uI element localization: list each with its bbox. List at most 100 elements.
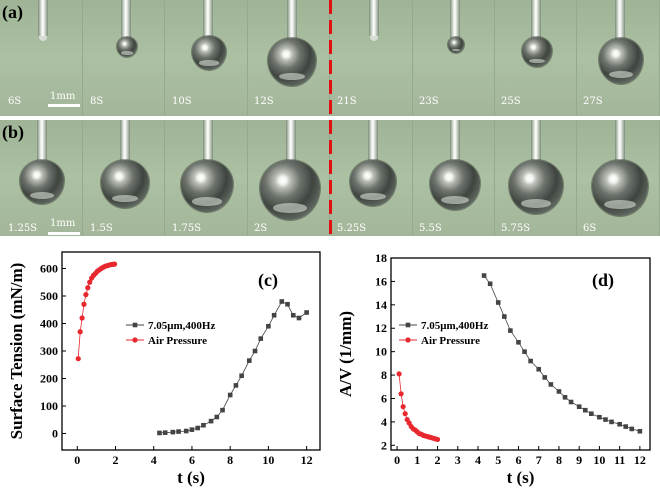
time-label: 27S bbox=[583, 96, 603, 107]
x-tick-label: 3 bbox=[455, 453, 461, 467]
x-tick-label: 5 bbox=[495, 453, 501, 467]
x-tick-label: 6 bbox=[189, 453, 195, 467]
needle bbox=[615, 120, 625, 162]
data-point bbox=[487, 281, 493, 287]
y-axis-label: Surface Tension (mN/m) bbox=[7, 263, 26, 440]
data-point bbox=[176, 429, 181, 434]
x-tick-label: 6 bbox=[515, 453, 521, 467]
needle bbox=[38, 0, 48, 36]
red-dashed-divider bbox=[329, 0, 332, 236]
needle-tip bbox=[370, 36, 378, 41]
data-point bbox=[603, 417, 608, 422]
time-label: 1.75S bbox=[172, 223, 202, 234]
data-point bbox=[400, 404, 406, 410]
data-point bbox=[556, 389, 562, 394]
data-point bbox=[597, 414, 602, 420]
x-tick-label: 10 bbox=[593, 453, 605, 467]
x-axis-label: t (s) bbox=[177, 468, 205, 487]
time-label: 25S bbox=[501, 96, 521, 107]
panel-label: (d) bbox=[592, 270, 614, 291]
data-point bbox=[83, 292, 89, 298]
time-label: 6S bbox=[583, 223, 597, 234]
data-point bbox=[528, 358, 533, 364]
y-tick-label: 18 bbox=[375, 251, 387, 265]
data-point bbox=[508, 328, 513, 333]
x-axis-label: t (s) bbox=[507, 468, 535, 487]
droplet bbox=[268, 38, 316, 86]
y-tick-label: 6 bbox=[381, 391, 387, 405]
data-point bbox=[396, 371, 402, 377]
frame-b-7 bbox=[495, 120, 577, 236]
data-point bbox=[195, 425, 200, 431]
x-tick-label: 12 bbox=[634, 453, 646, 467]
data-point bbox=[296, 315, 302, 321]
frame-a-7 bbox=[495, 0, 577, 116]
data-point bbox=[637, 428, 643, 434]
needle bbox=[369, 0, 379, 36]
data-point bbox=[434, 436, 441, 443]
legend-label: Air Pressure bbox=[148, 335, 207, 347]
needle bbox=[615, 0, 625, 40]
needle bbox=[37, 120, 47, 162]
data-point bbox=[516, 339, 521, 345]
data-point bbox=[239, 373, 244, 379]
data-point bbox=[75, 356, 81, 362]
x-tick-label: 4 bbox=[475, 453, 481, 467]
droplet bbox=[522, 37, 552, 67]
droplet bbox=[509, 160, 563, 214]
scale-bar bbox=[48, 104, 80, 107]
data-point bbox=[542, 375, 548, 380]
data-point bbox=[266, 323, 271, 329]
frame-a-8 bbox=[577, 0, 660, 116]
legend-marker bbox=[405, 322, 411, 328]
time-label: 8S bbox=[90, 96, 104, 107]
y-tick-label: 12 bbox=[375, 321, 387, 335]
x-tick-label: 2 bbox=[113, 453, 119, 467]
time-label: 5.25S bbox=[337, 223, 367, 234]
data-point bbox=[536, 366, 542, 372]
needle bbox=[450, 120, 460, 162]
frame-b-1 bbox=[0, 120, 83, 236]
x-tick-label: 8 bbox=[227, 453, 233, 467]
y-tick-label: 14 bbox=[375, 298, 387, 312]
droplet bbox=[192, 36, 226, 70]
y-tick-label: 8 bbox=[381, 368, 387, 382]
needle bbox=[286, 120, 296, 162]
droplet bbox=[181, 160, 233, 212]
droplet bbox=[599, 38, 643, 84]
time-label: 10S bbox=[172, 96, 192, 107]
needle bbox=[203, 120, 213, 162]
x-tick-label: 2 bbox=[435, 453, 441, 467]
data-point bbox=[623, 424, 629, 429]
scale-bar bbox=[48, 232, 80, 235]
needle bbox=[287, 0, 297, 40]
data-point bbox=[290, 312, 296, 318]
time-label: 6S bbox=[8, 96, 22, 107]
data-point bbox=[589, 411, 594, 417]
droplet bbox=[350, 160, 396, 206]
data-point bbox=[285, 301, 290, 307]
data-point bbox=[502, 314, 507, 319]
legend-label: Air Pressure bbox=[421, 335, 480, 347]
data-point bbox=[208, 418, 214, 424]
time-label: 1.5S bbox=[90, 223, 113, 234]
x-tick-label: 7 bbox=[536, 453, 542, 467]
needle bbox=[531, 0, 541, 38]
data-point bbox=[402, 411, 408, 417]
data-point bbox=[629, 426, 635, 432]
frame-a-3 bbox=[165, 0, 248, 116]
frame-a-6 bbox=[413, 0, 495, 116]
data-point bbox=[79, 315, 85, 321]
droplet bbox=[20, 160, 64, 204]
frame-a-5 bbox=[330, 0, 413, 116]
droplet bbox=[430, 160, 480, 210]
y-tick-label: 500 bbox=[40, 289, 58, 303]
y-tick-label: 200 bbox=[40, 372, 58, 386]
data-point bbox=[258, 336, 264, 341]
data-point bbox=[85, 285, 91, 291]
scale-label: 1mm bbox=[50, 218, 76, 229]
data-point bbox=[495, 300, 501, 305]
frame-b-4 bbox=[248, 120, 330, 236]
needle-tip bbox=[39, 36, 47, 41]
y-tick-label: 300 bbox=[40, 344, 58, 358]
